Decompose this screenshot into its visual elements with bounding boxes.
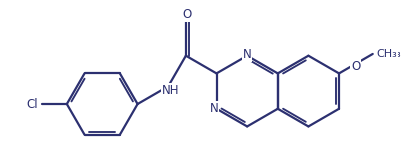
Text: Cl: Cl — [27, 97, 38, 111]
Text: N: N — [210, 102, 218, 115]
Text: NH: NH — [162, 84, 179, 97]
Text: CH₃: CH₃ — [377, 49, 398, 59]
Text: O: O — [182, 8, 191, 21]
Text: O: O — [351, 60, 361, 73]
Text: N: N — [243, 48, 251, 61]
Text: CH₃: CH₃ — [380, 49, 401, 59]
